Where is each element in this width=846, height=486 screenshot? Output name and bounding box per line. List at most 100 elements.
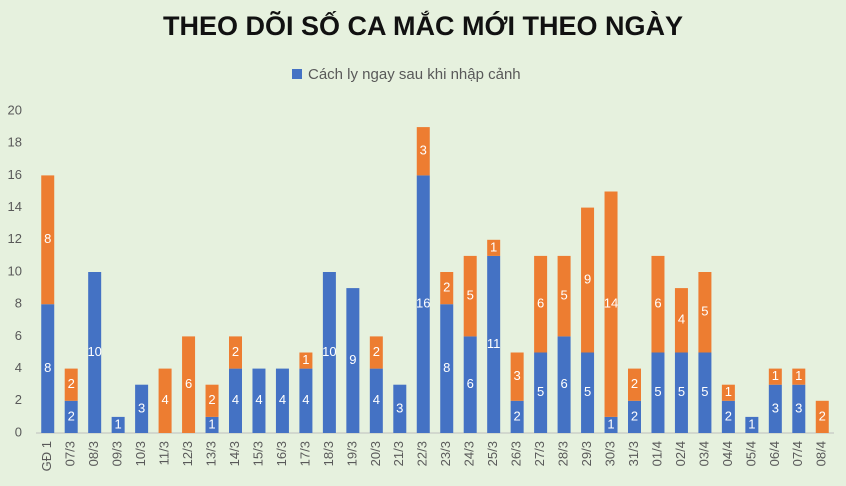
x-tick-label: 16/3 [274, 441, 289, 466]
bar-segment [487, 255, 501, 433]
x-tick-label: 19/3 [344, 441, 359, 466]
x-tick-label: 23/3 [438, 441, 453, 466]
bar-segment [628, 400, 641, 433]
data-label: 2 [514, 408, 521, 423]
bar-segment [275, 368, 289, 433]
bar-segment [510, 400, 524, 433]
x-tick-label: 08/4 [814, 441, 829, 466]
bar-segment [41, 304, 55, 433]
bar-segment [64, 368, 78, 401]
bar-segment [768, 384, 782, 433]
bar-segment [768, 368, 782, 385]
bar-segment [252, 368, 266, 433]
data-label: 6 [654, 296, 661, 311]
data-label: 2 [68, 376, 75, 391]
data-label: 1 [302, 352, 309, 367]
y-tick-label: 12 [8, 231, 22, 246]
data-label: 9 [584, 271, 591, 286]
bar-segment [581, 207, 595, 353]
data-label: 8 [443, 360, 450, 375]
x-tick-label: 29/3 [579, 441, 594, 466]
data-label: 9 [349, 352, 356, 367]
y-tick-label: 10 [8, 263, 22, 278]
bar-segment [416, 175, 430, 433]
bar-segment [534, 352, 548, 433]
bar-segment [393, 384, 407, 433]
x-tick-label: 06/4 [767, 441, 782, 466]
bar-segment [463, 336, 477, 433]
data-label: 16 [416, 296, 430, 311]
bar-segment [534, 255, 548, 353]
bar-segment [721, 400, 735, 433]
bar-segment [346, 288, 360, 433]
data-label: 3 [772, 400, 779, 415]
bar-segment [557, 255, 571, 337]
bar-segment [651, 352, 665, 433]
x-tick-label: 13/3 [203, 441, 218, 466]
data-label: 3 [795, 400, 802, 415]
data-label: 6 [560, 376, 567, 391]
data-label: 11 [487, 336, 501, 351]
data-label: 10 [87, 344, 101, 359]
x-tick-label: 03/4 [696, 441, 711, 466]
data-label: 5 [537, 384, 544, 399]
legend-swatch [292, 69, 302, 79]
x-tick-label: 09/3 [110, 441, 125, 466]
x-tick-label: 30/3 [602, 441, 617, 466]
bar-segment [205, 416, 219, 433]
bar-segment [229, 336, 242, 369]
bar-segment [158, 368, 172, 433]
bar-segment [229, 368, 242, 433]
bar-segment [299, 352, 313, 369]
bar-segment [510, 352, 524, 401]
y-tick-label: 14 [8, 199, 22, 214]
x-tick-label: 26/3 [509, 441, 524, 466]
bar-segment [487, 239, 501, 256]
x-tick-label: 25/3 [485, 441, 500, 466]
bar-segment [604, 191, 618, 417]
x-tick-label: 11/3 [157, 441, 172, 465]
bar-segment [88, 272, 102, 433]
data-label: 5 [701, 384, 708, 399]
x-tick-label: GĐ 1 [39, 441, 54, 471]
bar-segment [322, 272, 336, 433]
bar-segment [416, 127, 430, 176]
bar-segment [604, 416, 618, 433]
bar-segment [64, 400, 78, 433]
bar-segment [792, 368, 806, 385]
bar-segment [299, 368, 313, 433]
data-label: 5 [678, 384, 685, 399]
data-label: 4 [302, 392, 309, 407]
y-tick-label: 20 [8, 102, 22, 117]
data-label: 3 [514, 368, 521, 383]
bar-segment [698, 272, 712, 353]
x-tick-label: 22/3 [415, 441, 430, 466]
data-label: 1 [208, 416, 215, 431]
data-label: 1 [607, 416, 614, 431]
x-tick-label: 21/3 [391, 441, 406, 466]
bar-segment [698, 352, 712, 433]
x-tick-label: 07/4 [790, 441, 805, 466]
data-label: 14 [604, 296, 618, 311]
bar-segment [651, 255, 665, 353]
x-tick-label: 18/3 [321, 441, 336, 466]
data-label: 2 [725, 408, 732, 423]
data-label: 5 [654, 384, 661, 399]
y-tick-label: 8 [15, 296, 22, 311]
x-tick-label: 10/3 [133, 441, 148, 466]
data-label: 2 [819, 408, 826, 423]
data-label: 2 [232, 344, 239, 359]
data-label: 1 [115, 416, 122, 431]
data-label: 6 [537, 296, 544, 311]
y-tick-label: 6 [15, 328, 22, 343]
bar-segment [792, 384, 806, 433]
y-tick-label: 16 [8, 167, 22, 182]
bar-segment [182, 336, 196, 433]
y-tick-label: 4 [15, 360, 22, 375]
bar-segment [745, 416, 759, 433]
data-label: 1 [772, 368, 779, 383]
legend-label: Cách ly ngay sau khi nhập cảnh [308, 66, 521, 83]
data-label: 5 [560, 288, 567, 303]
legend: Cách ly ngay sau khi nhập cảnh [292, 66, 521, 83]
